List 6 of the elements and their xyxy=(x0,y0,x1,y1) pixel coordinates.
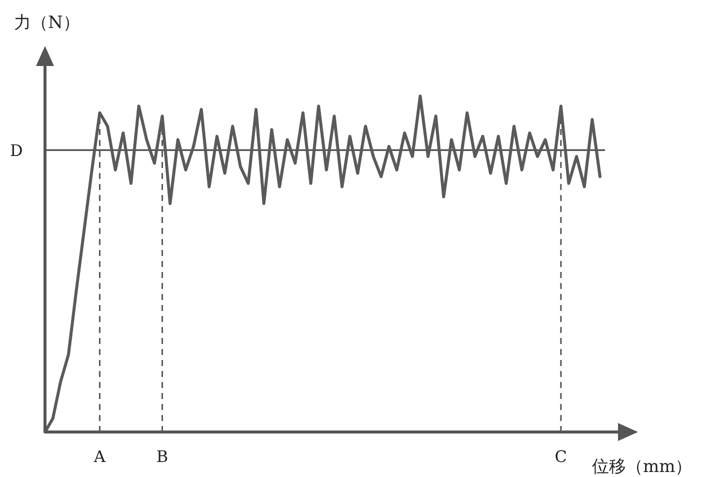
x-tick-label: B xyxy=(156,447,168,466)
y-axis-title: 力（N） xyxy=(14,13,80,33)
x-tick-label: A xyxy=(92,447,106,466)
x-axis-title: 位移（mm） xyxy=(592,457,692,477)
x-tick-label: C xyxy=(554,447,568,466)
ref-line-label: D xyxy=(10,141,23,160)
